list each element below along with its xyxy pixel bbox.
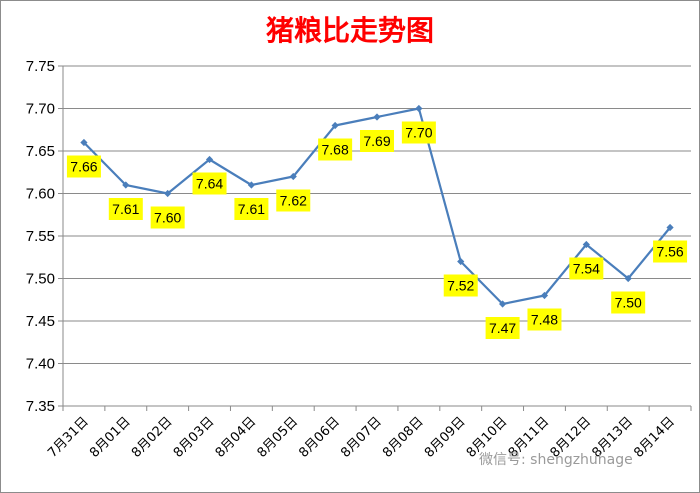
x-tick-label: 8月02日	[129, 414, 176, 461]
data-point	[205, 155, 214, 164]
y-tick-label: 7.70	[26, 101, 55, 118]
data-point	[415, 104, 423, 113]
data-label-box	[108, 198, 143, 220]
y-tick-label: 7.75	[26, 58, 55, 75]
data-point	[289, 172, 297, 181]
x-tick-label: 8月09日	[422, 414, 469, 461]
data-label: 7.69	[363, 133, 390, 149]
data-label: 7.61	[238, 201, 265, 217]
data-label-box	[150, 206, 185, 229]
data-label: 7.64	[196, 176, 223, 192]
data-label: 7.70	[405, 125, 432, 141]
data-label-box	[318, 138, 353, 161]
data-label: 7.66	[70, 159, 97, 175]
data-label: 7.48	[531, 312, 558, 328]
x-tick-label: 8月03日	[171, 414, 218, 461]
data-label-box	[485, 317, 520, 339]
data-point	[247, 181, 255, 189]
x-tick-label: 7月31日	[45, 414, 92, 461]
data-label-box	[234, 198, 269, 220]
data-labels: 7.66 7.61 7.60 7.64 7.61 7.62 7.68 7.69 7.70 7.52…	[66, 121, 688, 339]
data-label-box	[276, 189, 311, 212]
data-label-box	[66, 155, 101, 178]
data-point	[373, 113, 381, 121]
x-tick-label: 8月01日	[87, 414, 134, 461]
y-axis-ticks: 7.35 7.40 7.45 7.50 7.55 7.60 7.65 7.70 7.75	[26, 58, 63, 415]
y-tick-label: 7.65	[26, 143, 55, 160]
x-tick-label: 8月14日	[631, 414, 678, 461]
data-label-box	[569, 257, 604, 280]
data-point	[540, 291, 549, 300]
data-label: 7.62	[280, 193, 307, 209]
x-tick-label: 8月07日	[338, 414, 385, 461]
data-point	[624, 274, 632, 283]
axes	[62, 66, 691, 407]
data-label-box	[611, 291, 646, 314]
y-tick-label: 7.40	[26, 356, 55, 373]
data-label-box	[360, 130, 394, 152]
x-tick-label: 8月05日	[255, 414, 302, 461]
data-point	[582, 240, 590, 249]
data-point	[331, 121, 339, 130]
data-point	[499, 300, 507, 308]
data-label: 7.56	[656, 244, 683, 260]
data-label: 7.50	[615, 295, 642, 311]
y-tick-label: 7.50	[26, 271, 55, 288]
data-point	[80, 138, 88, 147]
x-tick-label: 8月06日	[296, 414, 343, 461]
data-label: 7.47	[489, 320, 516, 336]
data-label-box	[527, 308, 562, 331]
data-point	[457, 257, 465, 266]
watermark: 微信号: shengzhuhage	[479, 452, 633, 468]
data-point	[122, 181, 130, 189]
chart-title: 猪粮比走势图	[265, 14, 434, 47]
y-tick-label: 7.55	[26, 228, 55, 245]
y-tick-label: 7.35	[26, 398, 55, 415]
y-tick-label: 7.45	[26, 313, 55, 330]
data-label: 7.52	[447, 278, 474, 294]
y-tick-label: 7.60	[26, 186, 55, 203]
x-tick-label: 8月08日	[380, 414, 427, 461]
data-point	[164, 189, 172, 198]
data-label-box	[443, 274, 478, 297]
data-label: 7.54	[573, 261, 600, 277]
data-label: 7.61	[112, 201, 139, 217]
data-point	[666, 223, 674, 232]
x-tick-label: 8月04日	[213, 414, 260, 461]
data-label-box	[653, 240, 688, 263]
data-label: 7.60	[154, 210, 181, 226]
data-label-box	[192, 172, 227, 195]
data-label: 7.68	[322, 142, 349, 158]
data-label-box	[401, 121, 436, 144]
